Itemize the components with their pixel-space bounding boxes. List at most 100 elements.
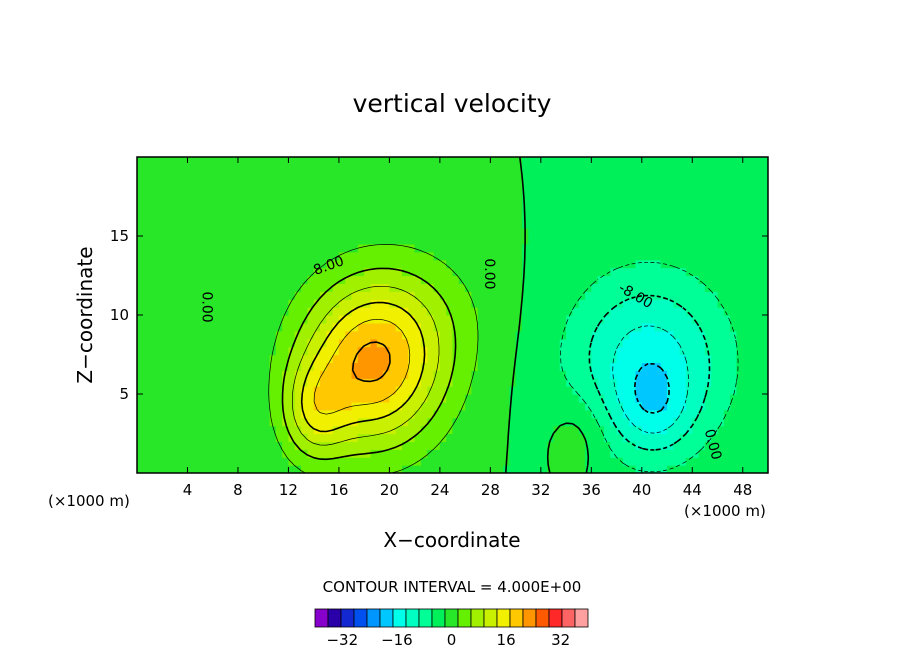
- field-cell: [578, 267, 586, 277]
- field-cell: [389, 338, 397, 348]
- field-cell: [408, 157, 416, 166]
- field-cell: [351, 259, 359, 269]
- field-cell: [723, 204, 731, 213]
- field-cell: [742, 465, 750, 473]
- field-cell: [679, 330, 687, 340]
- field-cell: [698, 346, 706, 356]
- field-cell: [528, 259, 536, 269]
- field-cell: [237, 354, 245, 363]
- field-cell: [629, 433, 637, 442]
- field-cell: [282, 457, 290, 466]
- field-cell: [698, 157, 706, 166]
- field-cell: [439, 220, 447, 229]
- field-cell: [528, 457, 536, 466]
- field-cell: [427, 354, 435, 363]
- field-cell: [200, 378, 208, 387]
- field-cell: [717, 433, 725, 442]
- field-cell: [515, 441, 523, 450]
- field-cell: [553, 212, 561, 221]
- field-cell: [610, 291, 618, 300]
- field-cell: [648, 172, 656, 182]
- field-cell: [679, 362, 687, 371]
- field-cell: [389, 401, 397, 411]
- field-cell: [269, 243, 277, 253]
- field-cell: [502, 275, 510, 284]
- field-cell: [465, 401, 473, 411]
- field-cell: [307, 251, 315, 261]
- field-cell: [313, 188, 321, 198]
- field-cell: [509, 425, 517, 435]
- field-cell: [427, 322, 435, 332]
- field-cell: [155, 441, 163, 450]
- field-cell: [187, 338, 195, 348]
- field-cell: [572, 204, 580, 213]
- field-cell: [427, 267, 435, 277]
- field-cell: [383, 322, 390, 332]
- field-cell: [477, 330, 485, 340]
- field-cell: [673, 283, 681, 292]
- field-cell: [301, 172, 308, 182]
- field-cell: [402, 228, 409, 237]
- field-cell: [200, 188, 208, 198]
- field-cell: [206, 275, 214, 284]
- field-cell: [143, 157, 151, 166]
- field-cell: [471, 378, 479, 387]
- field-cell: [654, 283, 662, 292]
- field-cell: [294, 172, 302, 182]
- field-cell: [389, 346, 397, 356]
- field-cell: [723, 164, 731, 174]
- field-cell: [654, 259, 662, 269]
- field-cell: [452, 157, 460, 166]
- field-cell: [736, 220, 744, 229]
- field-cell: [433, 315, 441, 324]
- field-cell: [256, 409, 264, 419]
- field-cell: [648, 188, 656, 198]
- field-cell: [742, 441, 750, 450]
- field-cell: [326, 457, 334, 466]
- field-cell: [578, 259, 586, 269]
- field-cell: [711, 251, 719, 261]
- field-cell: [269, 220, 277, 229]
- field-cell: [667, 220, 674, 229]
- field-cell: [376, 370, 384, 379]
- field-cell: [578, 370, 586, 379]
- field-cell: [471, 386, 479, 395]
- field-cell: [578, 243, 586, 253]
- field-cell: [471, 204, 479, 213]
- field-cell: [547, 315, 555, 324]
- field-cell: [528, 196, 536, 205]
- field-cell: [231, 354, 239, 363]
- field-cell: [212, 362, 220, 371]
- field-cell: [200, 370, 208, 379]
- field-cell: [338, 425, 346, 435]
- field-cell: [168, 259, 176, 269]
- field-cell: [471, 236, 479, 245]
- field-cell: [641, 275, 649, 284]
- field-cell: [749, 196, 756, 205]
- field-cell: [711, 330, 719, 340]
- field-cell: [389, 275, 397, 284]
- field-cell: [338, 307, 346, 316]
- field-cell: [307, 172, 315, 182]
- field-cell: [648, 362, 656, 371]
- field-cell: [528, 220, 536, 229]
- field-cell: [698, 267, 706, 277]
- field-cell: [484, 465, 491, 473]
- field-cell: [685, 196, 693, 205]
- field-cell: [301, 299, 308, 308]
- field-cell: [275, 354, 283, 363]
- field-cell: [288, 386, 296, 395]
- field-cell: [521, 259, 529, 269]
- field-cell: [515, 307, 523, 316]
- field-cell: [319, 433, 327, 442]
- field-cell: [263, 441, 271, 450]
- field-cell: [641, 338, 649, 348]
- field-cell: [376, 259, 384, 269]
- field-cell: [301, 465, 308, 473]
- field-cell: [389, 204, 397, 213]
- field-cell: [610, 212, 618, 221]
- field-cell: [181, 386, 189, 395]
- field-cell: [332, 180, 340, 190]
- field-cell: [345, 370, 353, 379]
- field-cell: [143, 283, 151, 292]
